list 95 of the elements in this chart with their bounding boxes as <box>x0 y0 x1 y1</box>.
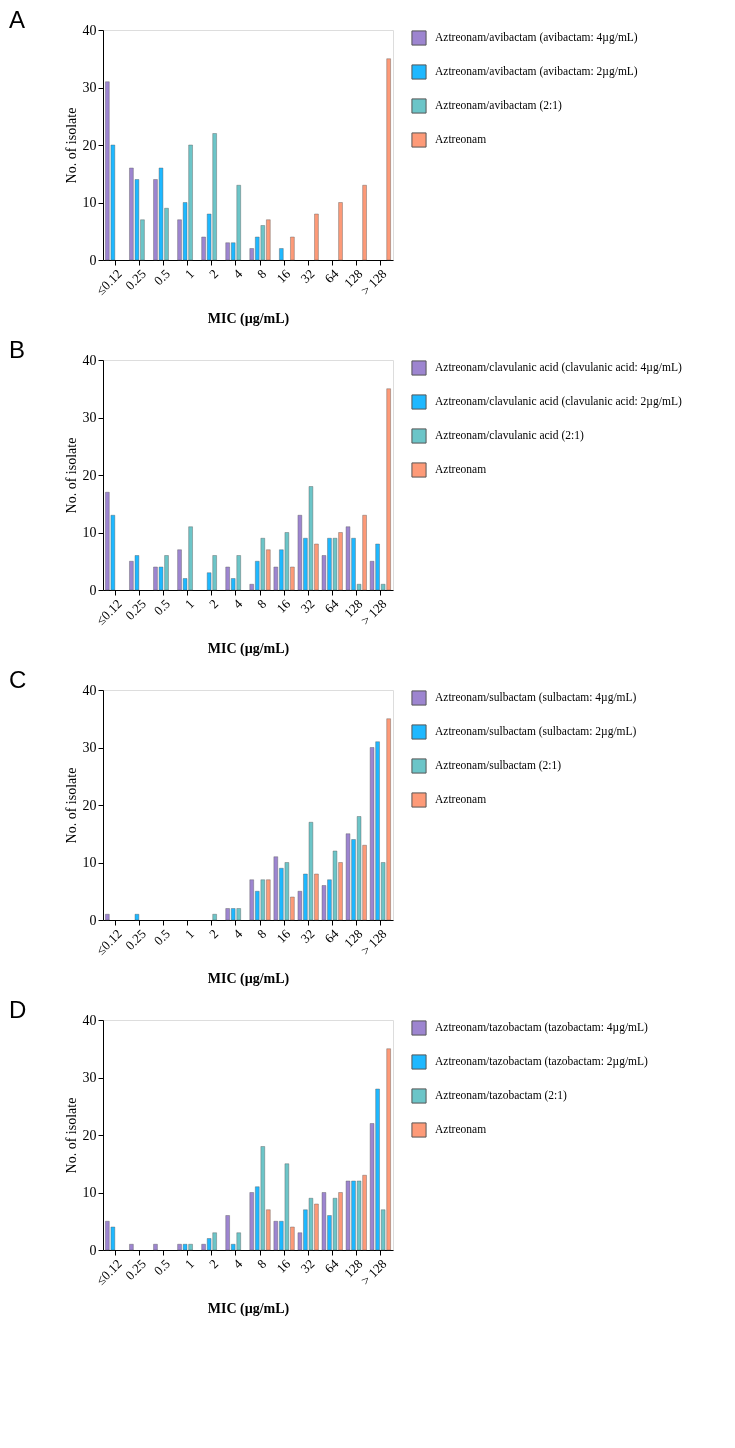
legend-label: Aztreonam/clavulanic acid (clavulanic acid: 2µg/mL) <box>435 395 682 408</box>
x-tick-label: 32 <box>297 926 318 946</box>
chart-title: B <box>9 336 26 363</box>
x-tick-label: 4 <box>229 925 246 942</box>
x-tick-label: 1 <box>181 266 198 282</box>
x-tick-label: 32 <box>297 266 318 286</box>
x-axis-title: MIC (µg/mL) <box>207 310 290 327</box>
x-tick-label: 0.25 <box>122 926 149 953</box>
bar <box>386 58 391 261</box>
bar <box>362 185 367 261</box>
bar <box>129 1244 134 1251</box>
x-tick-label: 2 <box>205 926 222 942</box>
y-tick-label: 10 <box>82 195 97 210</box>
x-axis-title: MIC (µg/mL) <box>207 1300 290 1317</box>
legend-label: Aztreonam/clavulanic acid (2:1) <box>435 429 584 442</box>
x-tick-label: 16 <box>273 925 294 946</box>
x-tick-label: 1 <box>181 926 198 942</box>
legend-label: Aztreonam <box>435 463 487 475</box>
x-tick-label: 32 <box>297 1256 318 1276</box>
x-tick-label: 0.5 <box>150 266 173 289</box>
y-tick-label: 10 <box>82 1185 97 1200</box>
y-tick-label: 40 <box>82 1012 97 1028</box>
bar <box>338 202 343 261</box>
y-tick-label: 20 <box>82 1127 97 1143</box>
chart-title: C <box>9 666 27 693</box>
y-tick-label: 10 <box>82 855 97 870</box>
y-tick-label: 0 <box>89 912 97 928</box>
x-tick-label: 1 <box>181 1256 198 1272</box>
y-tick-label: 20 <box>82 467 97 483</box>
chart-title: D <box>9 996 27 1023</box>
y-tick-label: 30 <box>82 740 97 755</box>
bar <box>314 213 319 261</box>
chart-title: A <box>9 6 26 33</box>
x-tick-label: 64 <box>321 595 342 616</box>
x-tick-label: 0.25 <box>122 596 149 623</box>
y-tick-label: 30 <box>82 80 97 95</box>
bar <box>290 236 295 261</box>
x-tick-label: 8 <box>254 596 270 612</box>
bar <box>153 1244 158 1251</box>
legend-label: Aztreonam/tazobactam (2:1) <box>435 1089 568 1102</box>
legend-label: Aztreonam/tazobactam (tazobactam: 4µg/mL) <box>435 1021 649 1034</box>
x-tick-label: 0.5 <box>150 1256 173 1279</box>
y-tick-label: 30 <box>82 1070 97 1085</box>
x-tick-label: 16 <box>273 265 294 286</box>
legend-label: Aztreonam/avibactam (avibactam: 4µg/mL) <box>435 31 638 44</box>
legend-label: Aztreonam/avibactam (avibactam: 2µg/mL) <box>435 65 638 78</box>
y-axis-title: No. of isolate <box>63 767 79 844</box>
y-tick-label: 40 <box>82 352 97 368</box>
bar <box>134 914 140 921</box>
x-tick-label: 2 <box>205 266 222 282</box>
x-tick-label: 2 <box>205 1256 222 1272</box>
y-tick-label: 20 <box>82 137 97 153</box>
bar <box>105 914 110 921</box>
y-tick-label: 30 <box>82 410 97 425</box>
y-axis-title: No. of isolate <box>63 107 79 184</box>
legend-label: Aztreonam <box>435 793 487 805</box>
x-tick-label: 8 <box>254 926 270 942</box>
y-tick-label: 20 <box>82 797 97 813</box>
x-tick-label: 0.25 <box>122 1256 149 1283</box>
legend-label: Aztreonam/sulbactam (sulbactam: 4µg/mL) <box>435 691 637 704</box>
x-tick-label: 64 <box>321 925 342 946</box>
legend-label: Aztreonam/sulbactam (sulbactam: 2µg/mL) <box>435 725 637 738</box>
y-axis-title: No. of isolate <box>63 437 79 514</box>
x-tick-label: 4 <box>229 595 246 612</box>
x-tick-label: 64 <box>321 1255 342 1276</box>
x-tick-label: 4 <box>229 265 246 282</box>
x-tick-label: 0.25 <box>122 266 149 293</box>
legend-label: Aztreonam <box>435 133 487 145</box>
x-axis-title: MIC (µg/mL) <box>207 970 290 987</box>
x-tick-label: 1 <box>181 596 198 612</box>
legend-label: Aztreonam/clavulanic acid (clavulanic acid: 4µg/mL) <box>435 361 682 374</box>
x-tick-label: 32 <box>297 596 318 616</box>
bar <box>279 248 284 261</box>
y-tick-label: 40 <box>82 22 97 38</box>
x-tick-label: 64 <box>321 265 342 286</box>
legend-label: Aztreonam/sulbactam (2:1) <box>435 759 562 772</box>
y-tick-label: 40 <box>82 682 97 698</box>
x-tick-label: 2 <box>205 596 222 612</box>
x-tick-label: 16 <box>273 595 294 616</box>
x-tick-label: 0.5 <box>150 926 173 949</box>
x-tick-label: 4 <box>229 1255 246 1272</box>
y-axis-title: No. of isolate <box>63 1097 79 1174</box>
x-tick-label: 8 <box>254 1256 270 1272</box>
y-tick-label: 10 <box>82 525 97 540</box>
x-tick-label: 8 <box>254 266 270 282</box>
legend-label: Aztreonam/tazobactam (tazobactam: 2µg/mL) <box>435 1055 649 1068</box>
bar <box>212 914 217 921</box>
y-tick-label: 0 <box>89 582 97 598</box>
x-axis-title: MIC (µg/mL) <box>207 640 290 657</box>
x-tick-label: 16 <box>273 1255 294 1276</box>
legend-label: Aztreonam <box>435 1123 487 1135</box>
legend-label: Aztreonam/avibactam (2:1) <box>435 99 562 112</box>
y-tick-label: 0 <box>89 252 97 268</box>
x-tick-label: 0.5 <box>150 596 173 619</box>
y-tick-label: 0 <box>89 1242 97 1258</box>
